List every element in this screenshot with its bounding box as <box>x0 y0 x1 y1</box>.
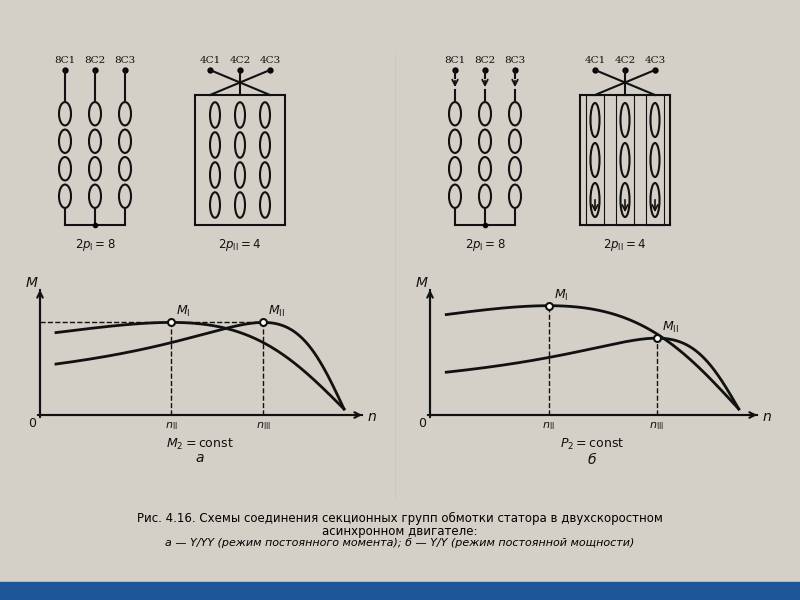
Text: $n_{\rm III}$: $n_{\rm III}$ <box>649 420 664 432</box>
Text: 8C2: 8C2 <box>84 56 106 65</box>
Text: 4C2: 4C2 <box>230 56 250 65</box>
Text: 4C1: 4C1 <box>584 56 606 65</box>
Text: $P_2 = \mathrm{const}$: $P_2 = \mathrm{const}$ <box>560 437 625 452</box>
Text: 4C2: 4C2 <box>614 56 636 65</box>
Text: $n$: $n$ <box>762 410 772 424</box>
Text: а — Y/YY (режим постоянного момента); б — Y/Y (режим постоянной мощности): а — Y/YY (режим постоянного момента); б … <box>166 538 634 548</box>
Text: $б$: $б$ <box>587 451 598 467</box>
Text: $M$: $M$ <box>415 276 429 290</box>
Text: 8C1: 8C1 <box>444 56 466 65</box>
Text: $a$: $a$ <box>195 451 205 465</box>
Text: $M_{\rm I}$: $M_{\rm I}$ <box>554 287 568 302</box>
Text: 4C3: 4C3 <box>259 56 281 65</box>
Text: $2p_{\rm I} = 8$: $2p_{\rm I} = 8$ <box>465 237 506 253</box>
Text: $2p_{\rm I} = 8$: $2p_{\rm I} = 8$ <box>74 237 115 253</box>
Text: асинхронном двигателе:: асинхронном двигателе: <box>322 525 478 538</box>
Text: $n$: $n$ <box>367 410 377 424</box>
Text: $M_2 = \mathrm{const}$: $M_2 = \mathrm{const}$ <box>166 437 234 452</box>
Text: 0: 0 <box>418 417 426 430</box>
Text: $2p_{\rm II} = 4$: $2p_{\rm II} = 4$ <box>218 237 262 253</box>
Text: 4C1: 4C1 <box>199 56 221 65</box>
Text: 8C3: 8C3 <box>504 56 526 65</box>
Text: 4C3: 4C3 <box>644 56 666 65</box>
Text: 8C1: 8C1 <box>54 56 76 65</box>
Text: $n_{\rm III}$: $n_{\rm III}$ <box>256 420 270 432</box>
Text: $n_{\rm II}$: $n_{\rm II}$ <box>542 420 555 432</box>
Text: 8C3: 8C3 <box>114 56 136 65</box>
Text: 0: 0 <box>28 417 36 430</box>
Text: $M$: $M$ <box>26 276 38 290</box>
Text: $M_{\rm II}$: $M_{\rm II}$ <box>268 304 286 319</box>
Text: $2p_{\rm II} = 4$: $2p_{\rm II} = 4$ <box>603 237 646 253</box>
Text: $n_{\rm II}$: $n_{\rm II}$ <box>165 420 178 432</box>
Text: Рис. 4.16. Схемы соединения секционных групп обмотки статора в двухскоростном: Рис. 4.16. Схемы соединения секционных г… <box>137 512 663 525</box>
Text: 8C2: 8C2 <box>474 56 496 65</box>
Text: $M_{\rm I}$: $M_{\rm I}$ <box>176 304 191 319</box>
Text: $M_{\rm II}$: $M_{\rm II}$ <box>662 320 678 335</box>
